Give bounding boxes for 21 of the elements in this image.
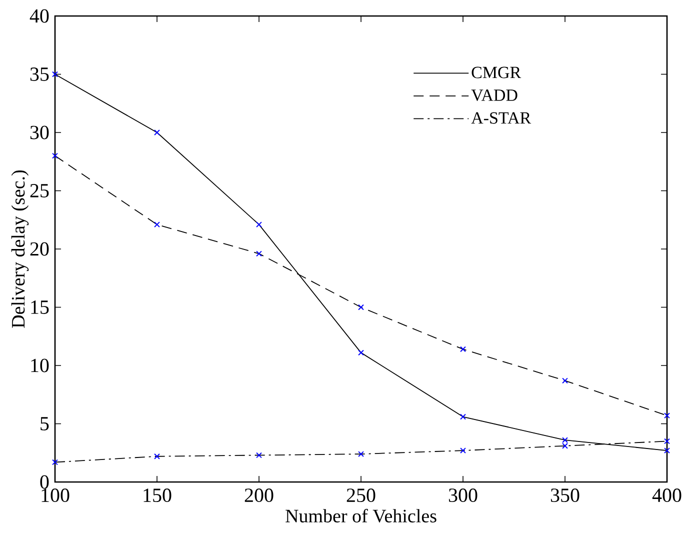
x-tick-label: 100 xyxy=(42,488,70,502)
y-tick-label: 35 xyxy=(30,68,49,81)
x-tick-label: 350 xyxy=(550,488,580,502)
x-tick-label: 250 xyxy=(346,488,376,502)
y-tick-label: 20 xyxy=(30,242,49,256)
y-tick-label: 40 xyxy=(30,9,49,23)
legend-label: VADD xyxy=(471,90,518,102)
legend-label: CMGR xyxy=(472,66,522,78)
x-tick-label: 150 xyxy=(144,488,172,502)
y-tick-label: 15 xyxy=(31,300,49,314)
x-tick-label: 300 xyxy=(448,488,478,502)
x-axis-title: Number of Vehicles xyxy=(286,508,436,523)
y-tick-label: 10 xyxy=(31,358,49,372)
y-tick-label: 30 xyxy=(30,126,49,140)
y-tick-label: 0 xyxy=(40,475,49,489)
x-tick-label: 200 xyxy=(244,488,274,502)
y-axis-title: Delivery delay (sec.) xyxy=(11,170,29,328)
y-tick-label: 25 xyxy=(30,184,49,198)
y-tick-label: 5 xyxy=(40,417,49,430)
legend-label: A-STAR xyxy=(471,112,532,124)
x-tick-label: 400 xyxy=(652,488,682,502)
